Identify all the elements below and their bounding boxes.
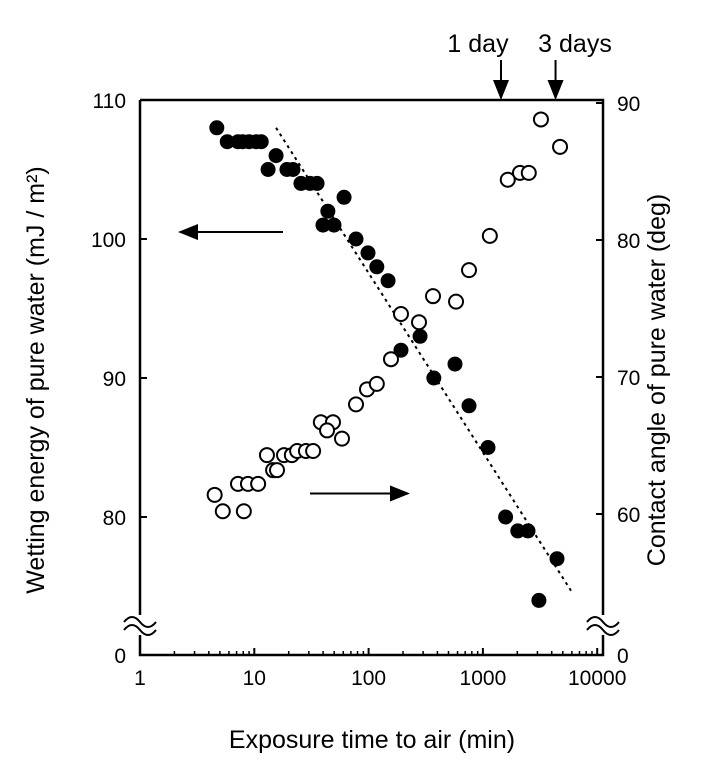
plot-frame [123,98,620,657]
contact-angle-point [333,430,350,447]
wetting-energy-point [285,162,301,177]
contact-angle-point [481,227,498,244]
contact-angle-point [425,288,442,305]
wetting-energy-point [360,245,376,261]
contact-angle-point [258,447,275,464]
x-tick-label: 10000 [568,667,626,690]
wetting-energy-point [412,328,428,344]
contact-angle-point [499,171,516,188]
right-y-tick-label: 0 [617,645,629,668]
contact-angle-point [305,442,322,459]
contact-angle-point [520,164,537,181]
contact-angle-point [269,462,286,479]
contact-angle-point [382,351,399,368]
wetting-energy-point [336,189,352,205]
wetting-energy-point [320,203,336,219]
contact-angle-point [348,396,365,413]
contact-angle-point [448,293,465,310]
wetting-energy-point [348,231,364,247]
left-y-tick-label: 80 [103,507,126,530]
right-y-axis-label: Contact angle of pure water (deg) [643,194,671,566]
wetting-energy-point [531,592,547,608]
contact-angle-point [410,314,427,331]
wetting-energy-point [480,440,496,455]
right-y-tick-label: 80 [617,230,640,253]
wetting-energy-point [326,217,342,233]
right-y-tick-label: 70 [617,367,640,390]
x-tick-label: 10 [243,667,266,690]
right-y-tick-label: 60 [617,504,640,527]
contact-angle-point [368,375,385,392]
x-tick-label: 100 [351,667,386,690]
right-axis-break [586,616,620,636]
wetting-energy-point [461,398,477,414]
axis-lines [138,98,605,657]
trend-line [275,127,572,592]
wetting-energy-point [209,120,225,136]
contact-angle-point [461,262,478,279]
data-points [178,60,572,608]
x-tick-label: 1 [134,667,146,690]
contact-angle-point [319,422,336,439]
contact-angle-point [235,503,252,520]
wetting-energy-point [549,551,565,567]
left-y-tick-label: 110 [93,90,126,113]
wetting-energy-point [447,356,463,372]
wetting-energy-point [260,162,276,177]
contact-angle-point [214,503,231,520]
left-y-tick-label: 100 [91,229,126,252]
contact-angle-point [250,475,267,492]
left-y-axis-label: Wetting energy of pure water (mJ / m²) [22,166,50,593]
x-tick-label: 1000 [460,667,507,690]
x-axis-label: Exposure time to air (min) [229,726,515,754]
wetting-energy-point [380,273,396,289]
wetting-energy-point [309,175,325,191]
annotation-1-day: 1 day [447,30,509,58]
contact-angle-point [532,111,549,128]
contact-angle-point [552,138,569,155]
wetting-energy-point [393,342,409,358]
contact-angle-point [206,486,223,503]
annotation-3-days: 3 days [538,30,612,58]
contact-angle-point [392,305,409,322]
wetting-energy-point [268,148,284,164]
wetting-energy-point [426,370,442,386]
wetting-energy-point [253,134,269,150]
right-y-tick-label: 90 [617,93,640,116]
left-y-tick-label: 90 [103,368,126,391]
wetting-energy-point [520,523,536,539]
left-axis-break [123,616,157,636]
wetting-energy-point [369,259,385,275]
left-y-tick-label: 0 [114,645,126,668]
wetting-energy-point [498,509,514,525]
